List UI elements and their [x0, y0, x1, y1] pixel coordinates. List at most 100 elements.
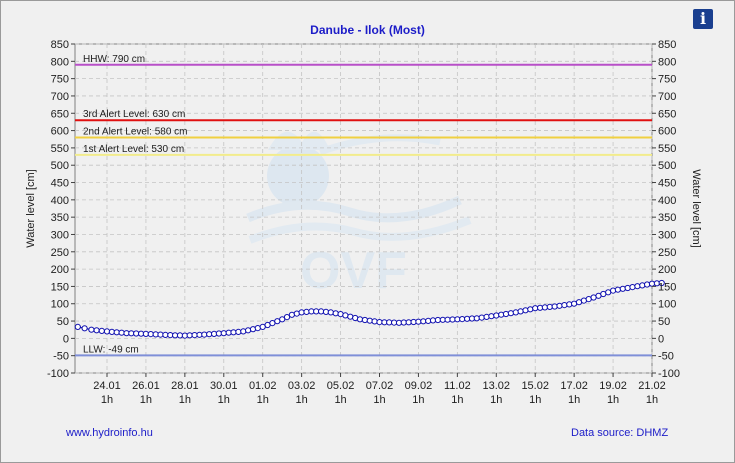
y-tick-label-right: 150: [658, 281, 676, 293]
y-tick-label-right: 250: [658, 247, 676, 259]
data-point: [493, 312, 500, 319]
y-tick-label-left: -50: [53, 351, 69, 363]
data-point: [298, 309, 305, 316]
data-point: [283, 314, 291, 321]
data-point: [634, 283, 641, 290]
x-tick-label-hour: 1h: [568, 394, 580, 406]
x-tick-label-day: 28.01: [171, 380, 199, 392]
y-tick-label-right: 450: [658, 178, 676, 190]
x-tick-label-day: 30.01: [210, 380, 238, 392]
data-point: [361, 316, 368, 324]
data-point: [639, 282, 646, 289]
data-point: [546, 303, 553, 310]
y-tick-label-right: 300: [658, 229, 676, 241]
data-point: [420, 318, 427, 325]
y-tick-label-left: 50: [57, 316, 69, 328]
data-point: [201, 331, 208, 338]
y-tick-label-right: 650: [658, 108, 676, 120]
y-tick-label-left: 450: [51, 178, 69, 190]
data-point: [507, 310, 514, 317]
x-tick-label-hour: 1h: [607, 394, 619, 406]
y-tick-label-left: 850: [51, 39, 69, 51]
y-tick-label-right: 550: [658, 143, 676, 155]
x-tick-label-day: 03.02: [288, 380, 316, 392]
y-axis-title-left: Water level [cm]: [25, 169, 37, 247]
x-tick-label-day: 05.02: [327, 380, 355, 392]
data-point: [478, 314, 485, 321]
x-tick-label-hour: 1h: [529, 394, 541, 406]
data-point: [318, 308, 325, 315]
x-tick-label-day: 19.02: [599, 380, 627, 392]
data-point: [556, 302, 563, 309]
y-tick-label-left: 200: [51, 264, 69, 276]
reference-line-label: 1st Alert Level: 530 cm: [83, 144, 184, 155]
data-point: [658, 279, 665, 287]
x-tick-label-hour: 1h: [334, 394, 346, 406]
x-tick-label-hour: 1h: [373, 394, 385, 406]
y-tick-label-right: 500: [658, 160, 676, 172]
chart-title: Danube - Ilok (Most): [310, 23, 425, 37]
data-point: [254, 325, 261, 332]
x-tick-label-hour: 1h: [412, 394, 424, 406]
data-point: [88, 326, 95, 333]
y-tick-label-right: 0: [658, 333, 664, 345]
y-tick-label-left: 100: [51, 299, 69, 311]
y-tick-label-left: 400: [51, 195, 69, 207]
info-icon[interactable]: i: [693, 9, 713, 29]
x-tick-label-day: 24.01: [93, 380, 121, 392]
data-point: [303, 308, 310, 315]
data-point: [220, 330, 227, 337]
x-tick-label-hour: 1h: [490, 394, 502, 406]
x-tick-label-day: 09.02: [405, 380, 433, 392]
x-tick-label-hour: 1h: [101, 394, 113, 406]
y-tick-label-left: 350: [51, 212, 69, 224]
svg-text:OVF: OVF: [300, 242, 407, 300]
data-point: [81, 325, 88, 332]
y-tick-label-left: 550: [51, 143, 69, 155]
data-source-label: Data source: DHMZ: [571, 427, 669, 439]
y-tick-label-right: 700: [658, 91, 676, 103]
y-tick-label-right: 750: [658, 74, 676, 86]
x-tick-label-hour: 1h: [646, 394, 658, 406]
reference-line-label: 3rd Alert Level: 630 cm: [83, 109, 185, 120]
data-point: [118, 329, 125, 336]
x-tick-label-hour: 1h: [140, 394, 152, 406]
data-point: [644, 281, 651, 288]
data-point: [74, 323, 81, 330]
data-point: [648, 280, 656, 287]
y-tick-label-left: 500: [51, 160, 69, 172]
hydroinfo-link[interactable]: www.hydroinfo.hu: [66, 427, 153, 439]
y-tick-label-right: 800: [658, 56, 676, 68]
data-point: [561, 302, 568, 309]
data-point: [347, 313, 354, 320]
y-tick-label-left: 650: [51, 108, 69, 120]
y-tick-label-right: 100: [658, 299, 676, 311]
x-tick-label-day: 17.02: [560, 380, 588, 392]
data-point: [610, 287, 617, 294]
x-tick-label-hour: 1h: [218, 394, 230, 406]
y-tick-label-right: -50: [658, 351, 674, 363]
y-tick-label-right: -100: [658, 368, 680, 380]
x-tick-label-day: 21.02: [638, 380, 666, 392]
data-point: [619, 285, 626, 292]
y-tick-label-left: 750: [51, 74, 69, 86]
y-tick-label-left: 300: [51, 229, 69, 241]
y-axis-title-right: Water level [cm]: [690, 169, 702, 247]
data-point: [532, 305, 539, 312]
y-tick-label-right: 600: [658, 126, 676, 138]
data-point: [103, 328, 111, 335]
data-point: [517, 308, 524, 315]
x-tick-label-day: 15.02: [521, 380, 549, 392]
data-point: [488, 313, 495, 320]
y-tick-label-right: 50: [658, 316, 670, 328]
data-point: [98, 327, 105, 334]
y-tick-label-left: 700: [51, 91, 69, 103]
data-point: [235, 328, 242, 335]
data-point: [356, 316, 364, 323]
data-point: [624, 284, 631, 292]
data-point: [245, 327, 252, 334]
data-point: [279, 316, 286, 323]
data-point: [288, 311, 295, 318]
y-tick-label-left: 800: [51, 56, 69, 68]
